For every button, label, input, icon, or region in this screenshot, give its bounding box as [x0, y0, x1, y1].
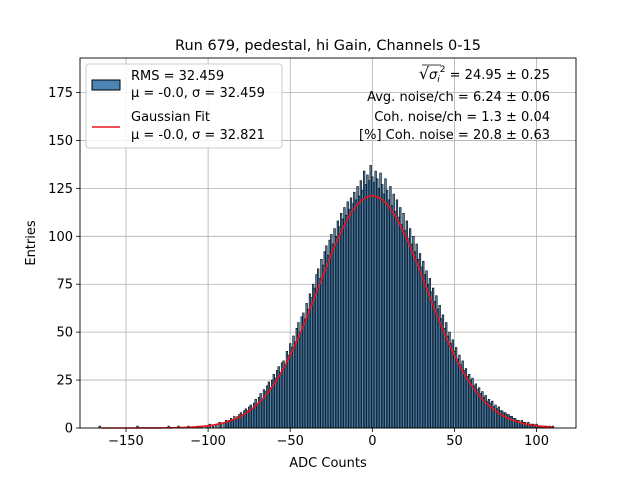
y-tick-label: 100 [48, 230, 73, 245]
annotation-coh-noise: Coh. noise/ch = 1.3 ± 0.04 [374, 110, 550, 125]
y-tick-label: 0 [65, 422, 73, 437]
y-tick-label: 150 [48, 134, 73, 149]
x-tick-label: 0 [368, 434, 376, 449]
histogram-bar [220, 423, 223, 429]
x-tick-label: −50 [277, 434, 304, 449]
legend-histogram-swatch [91, 79, 121, 91]
legend: RMS = 32.459 μ = -0.0, σ = 32.459 Gaussi… [85, 63, 283, 149]
y-tick-label: 25 [56, 374, 73, 389]
stats-annotations: √σi2 = 24.95 ± 0.25 Avg. noise/ch = 6.24… [359, 64, 550, 143]
legend-fit-label-line2: μ = -0.0, σ = 32.821 [131, 128, 265, 143]
legend-histogram-label-line2: μ = -0.0, σ = 32.459 [131, 86, 265, 101]
y-tick-label: 50 [56, 326, 73, 341]
annotation-sigma-sum: √σi2 = 24.95 ± 0.25 [419, 64, 550, 85]
sqrt-symbol: √ [419, 64, 430, 83]
y-axis-ticks: 0 25 50 75 100 125 150 175 [48, 86, 80, 437]
x-tick-label: 100 [524, 434, 549, 449]
x-tick-label: 50 [446, 434, 463, 449]
x-axis-ticks: −150 −100 −50 0 50 100 [108, 428, 549, 449]
y-tick-label: 175 [48, 86, 73, 101]
annotation-coh-noise-percent: [%] Coh. noise = 20.8 ± 0.63 [359, 128, 550, 143]
sigma-superscript: 2 [440, 65, 446, 75]
y-tick-label: 75 [56, 278, 73, 293]
legend-frame [85, 63, 283, 149]
y-axis-label: Entries [24, 220, 39, 266]
chart-title: Run 679, pedestal, hi Gain, Channels 0-1… [175, 38, 481, 54]
x-tick-label: −150 [108, 434, 144, 449]
x-axis-label: ADC Counts [289, 456, 367, 471]
sigma-subscript: i [437, 75, 440, 85]
plot-frame [79, 57, 577, 429]
legend-histogram-label-line1: RMS = 32.459 [131, 69, 224, 84]
sigma-sum-value: = 24.95 ± 0.25 [446, 68, 550, 83]
annotation-avg-noise: Avg. noise/ch = 6.24 ± 0.06 [367, 90, 550, 105]
legend-fit-label-line1: Gaussian Fit [131, 110, 210, 125]
sigma-symbol: σ [429, 68, 438, 83]
y-tick-label: 125 [48, 182, 73, 197]
x-tick-label: −100 [190, 434, 226, 449]
